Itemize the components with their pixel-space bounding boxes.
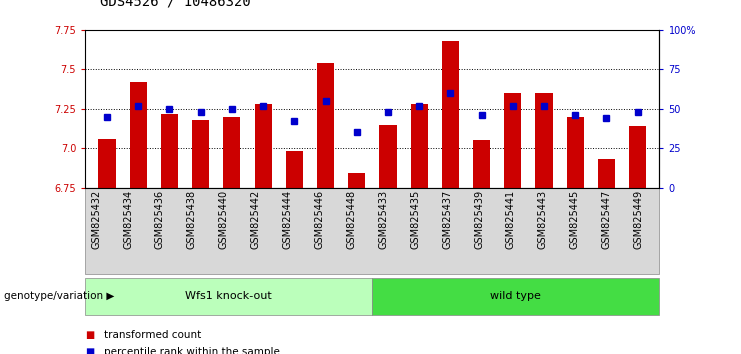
Text: GSM825448: GSM825448 [346,189,356,249]
Bar [473,141,491,188]
Text: GSM825445: GSM825445 [570,189,579,249]
Bar [99,139,116,188]
Text: ■: ■ [85,330,94,339]
Text: GSM825442: GSM825442 [250,189,261,249]
Bar [130,82,147,188]
Text: GDS4526 / 10486320: GDS4526 / 10486320 [100,0,250,9]
Text: GSM825433: GSM825433 [379,189,388,249]
Bar [536,93,553,188]
Bar [254,104,272,188]
Text: GSM825435: GSM825435 [411,189,420,249]
Text: percentile rank within the sample: percentile rank within the sample [104,347,279,354]
Bar [223,117,241,188]
Text: GSM825449: GSM825449 [634,189,643,249]
Bar [317,63,334,188]
Text: ■: ■ [85,347,94,354]
Text: GSM825440: GSM825440 [219,189,229,249]
Text: GSM825439: GSM825439 [474,189,484,249]
Bar [629,126,646,188]
Bar [348,173,365,188]
Bar [161,114,178,188]
Text: GSM825438: GSM825438 [187,189,197,249]
Bar [379,125,396,188]
Text: GSM825447: GSM825447 [602,189,611,249]
Text: GSM825444: GSM825444 [282,189,293,249]
Text: GSM825443: GSM825443 [538,189,548,249]
Bar [598,159,615,188]
Text: transformed count: transformed count [104,330,201,339]
Bar [192,120,209,188]
Bar [504,93,522,188]
Text: GSM825441: GSM825441 [506,189,516,249]
Text: wild type: wild type [491,291,542,302]
Text: GSM825437: GSM825437 [442,189,452,249]
Bar [567,117,584,188]
Text: Wfs1 knock-out: Wfs1 knock-out [185,291,272,302]
Text: GSM825432: GSM825432 [91,189,102,249]
Text: GSM825434: GSM825434 [123,189,133,249]
Text: GSM825446: GSM825446 [314,189,325,249]
Bar [411,104,428,188]
Text: genotype/variation ▶: genotype/variation ▶ [4,291,114,302]
Bar [442,41,459,188]
Bar [286,152,303,188]
Text: GSM825436: GSM825436 [155,189,165,249]
